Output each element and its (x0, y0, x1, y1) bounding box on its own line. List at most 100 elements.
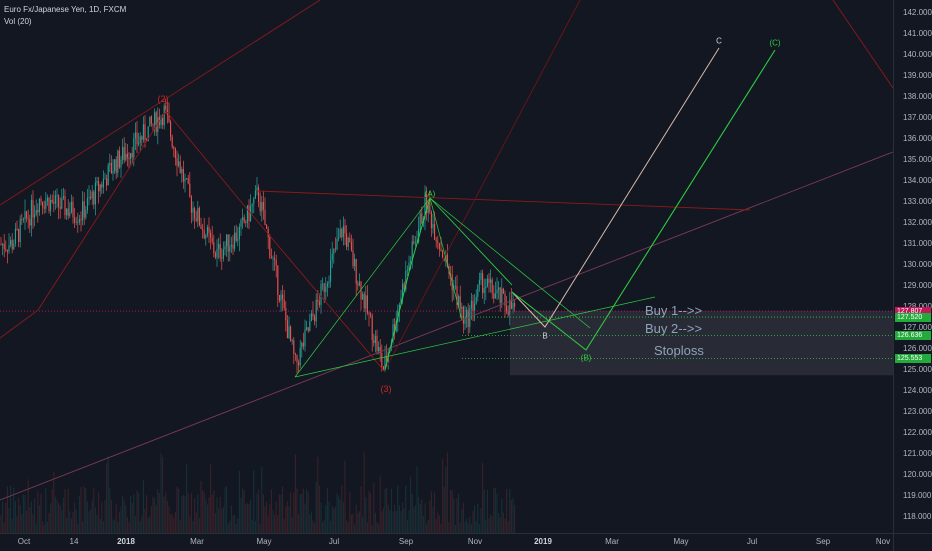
candle-body (221, 258, 223, 259)
candles (0, 98, 516, 374)
volume-bar (197, 494, 199, 533)
volume-bar (219, 496, 221, 533)
candle-body (496, 289, 498, 294)
volume-bar (22, 494, 24, 533)
volume-bar (299, 494, 301, 533)
candle-body (238, 226, 240, 239)
candle-body (200, 225, 202, 229)
candle-body (443, 257, 445, 261)
candle-body (475, 296, 477, 304)
candle-body (155, 112, 157, 133)
candle-body (347, 237, 349, 247)
volume-bar (80, 487, 82, 533)
candle-body (410, 261, 412, 263)
time-tick-label: May (673, 537, 689, 546)
candle-body (59, 206, 61, 209)
candle-body (106, 178, 108, 186)
volume-bar (262, 494, 264, 533)
price-axis[interactable]: 142.000 141.000 140.000 139.000 138.000 137.0… (893, 0, 932, 533)
candle-body (179, 161, 181, 173)
price-tick-label: 142.000 (903, 8, 932, 17)
volume-bar (360, 486, 362, 533)
resistance-line (256, 190, 751, 211)
candle-body (26, 211, 28, 219)
price-tag: 127.520 (895, 312, 931, 322)
volume-bar (440, 523, 442, 533)
volume-bar (235, 523, 237, 533)
candle-body (21, 219, 23, 221)
candle-body (488, 278, 490, 283)
candle-body (0, 244, 2, 245)
time-tick-label: Sep (398, 537, 414, 546)
volume-bar (370, 493, 372, 533)
wave-c-label: (C) (769, 38, 781, 48)
candle-body (173, 146, 175, 149)
price-tag: 125.553 (895, 353, 931, 363)
candle-body (29, 219, 31, 226)
candle-body (219, 244, 221, 259)
price-chart[interactable] (0, 0, 893, 533)
candle-body (291, 340, 293, 342)
volume-bar (138, 493, 140, 533)
volume-bar (128, 522, 130, 533)
chart-legend: Euro Fx/Japanese Yen, 1D, FXCM Vol (20) (4, 4, 126, 28)
volume-bar (326, 487, 328, 533)
volume-bar (5, 502, 7, 533)
candle-body (48, 197, 50, 212)
price-tick-label: 126.000 (903, 344, 932, 353)
volume-bar (395, 510, 397, 533)
candle-body (165, 105, 167, 110)
candle-body (363, 293, 365, 309)
candle-body (464, 317, 466, 324)
price-tick-label: 129.000 (903, 281, 932, 290)
candle-body (16, 228, 18, 230)
time-axis[interactable]: Oct 14 2018 Mar May Jul Sep Nov 2019 Mar May Jul Sep… (0, 533, 893, 551)
volume-bar (443, 486, 445, 533)
candle-body (294, 353, 296, 355)
volume-bar (27, 479, 29, 533)
volume-bar (302, 488, 304, 533)
candle-body (288, 326, 290, 339)
volume-bar (30, 501, 32, 533)
volume-bar (424, 503, 426, 533)
candle-body (245, 222, 247, 224)
time-tick-label: Nov (467, 537, 483, 546)
volume-bar (83, 486, 85, 533)
candle-body (413, 241, 415, 244)
candle-body (285, 308, 287, 321)
volume-bar (461, 509, 463, 533)
volume-bar (426, 523, 428, 533)
time-tick-label: 2018 (117, 537, 135, 546)
volume-bar (0, 515, 2, 533)
volume-bar (251, 519, 253, 533)
volume-bar (318, 485, 320, 533)
candle-body (149, 116, 151, 127)
volume-bar (179, 520, 181, 533)
price-tag: 127.807 (895, 306, 931, 316)
candle-body (98, 181, 100, 192)
candle-body (317, 299, 319, 302)
volume-bar (448, 522, 450, 533)
volume-bar (189, 516, 191, 533)
volume-bar (419, 503, 421, 533)
wave-b-label: (B) (580, 353, 592, 363)
chart-plot-area[interactable]: Euro Fx/Japanese Yen, 1D, FXCM Vol (20) … (0, 0, 893, 533)
volume-bar (410, 476, 412, 533)
volume-bar (85, 488, 87, 533)
volume-bar (35, 523, 37, 533)
volume-bar (181, 496, 183, 533)
time-tick-label: Jul (328, 537, 340, 546)
volume-bar (282, 486, 284, 533)
candle-body (74, 217, 76, 223)
volume-bar (198, 517, 200, 533)
candle-body (181, 168, 183, 173)
volume-bar (178, 488, 180, 533)
volume-bar (98, 492, 100, 533)
volume-bar (248, 504, 250, 533)
volume-bar (173, 517, 175, 533)
candle-body (125, 153, 127, 161)
volume-bar (78, 495, 80, 533)
volume-bar (266, 501, 268, 533)
volume-bar (157, 489, 159, 533)
candle-body (490, 279, 492, 283)
